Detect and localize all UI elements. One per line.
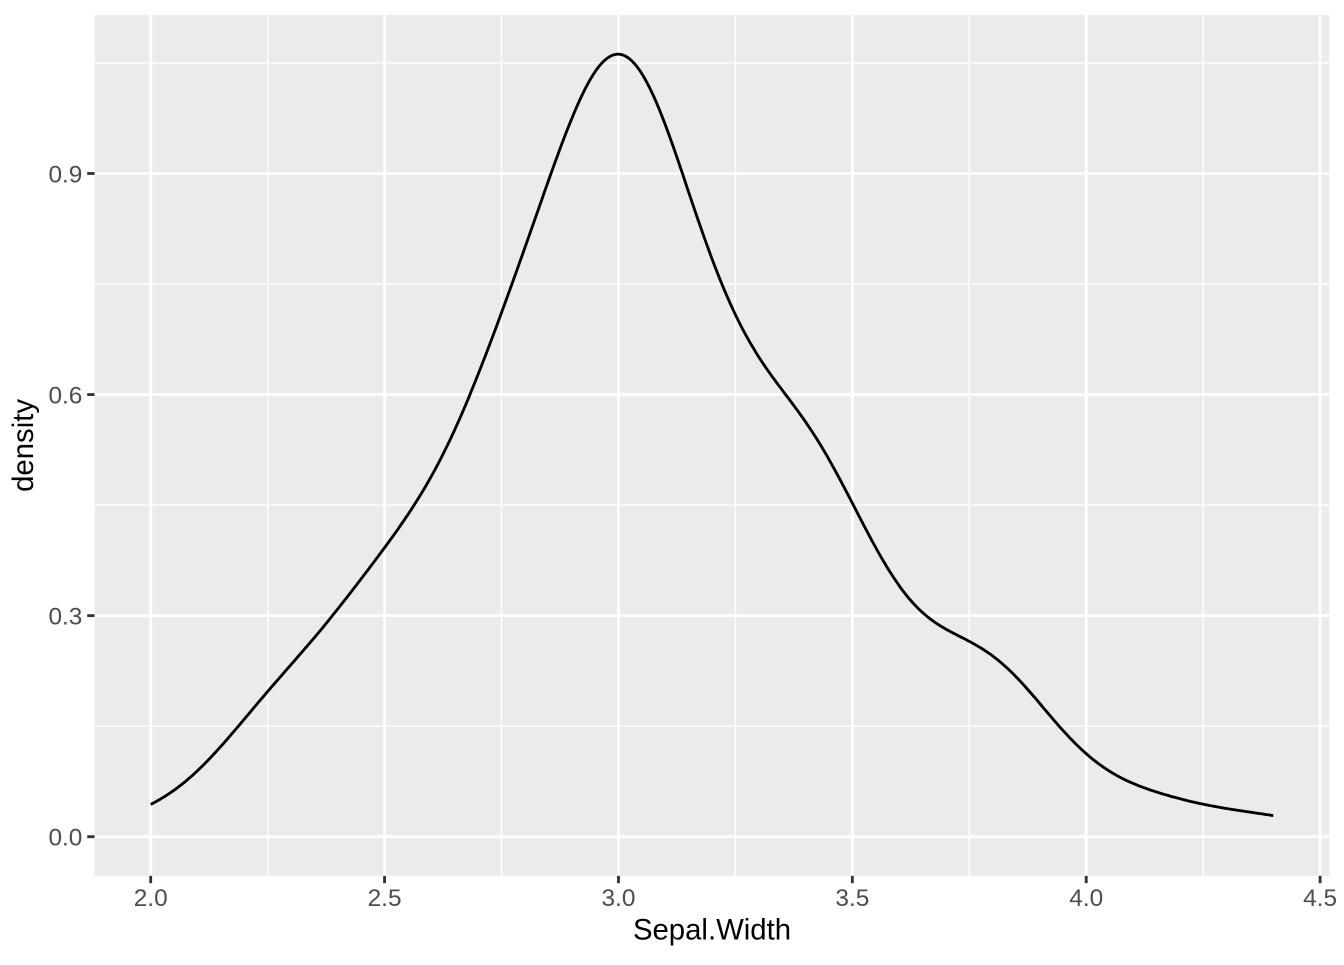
svg-text:0.6: 0.6 (48, 382, 82, 409)
svg-text:Sepal.Width: Sepal.Width (633, 914, 791, 947)
svg-text:2.5: 2.5 (368, 885, 402, 912)
svg-text:0.0: 0.0 (48, 825, 82, 852)
svg-text:0.3: 0.3 (48, 604, 82, 631)
svg-text:3.0: 3.0 (601, 885, 635, 912)
svg-text:0.9: 0.9 (48, 161, 82, 188)
svg-text:4.5: 4.5 (1303, 885, 1337, 912)
svg-text:4.0: 4.0 (1069, 885, 1103, 912)
svg-text:density: density (7, 399, 40, 492)
svg-text:3.5: 3.5 (835, 885, 869, 912)
svg-text:2.0: 2.0 (134, 885, 168, 912)
